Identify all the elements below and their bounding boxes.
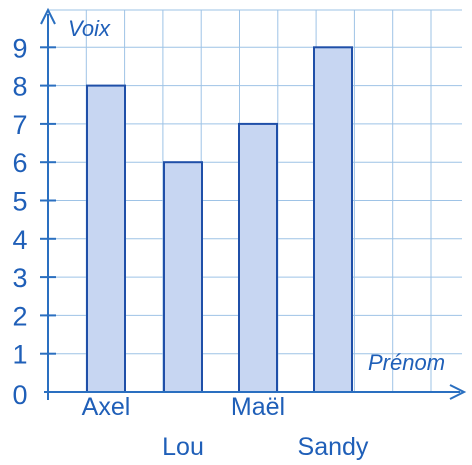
- y-tick-label: 9: [12, 33, 27, 63]
- chart-bars: [86, 46, 353, 394]
- x-axis-categories: Axel Lou Maël Sandy: [82, 393, 369, 461]
- y-tick-label: 8: [12, 72, 27, 102]
- x-axis-arrow: [449, 384, 467, 400]
- x-category-label: Lou: [162, 433, 204, 461]
- y-axis-arrow: [40, 7, 56, 25]
- y-tick-label: 3: [12, 263, 27, 293]
- bar-sandy: [313, 46, 353, 394]
- y-axis-ticks: 0 1 2 3 4 5 6 7 8 9: [12, 33, 56, 410]
- x-category-label: Axel: [82, 393, 131, 421]
- y-tick-label: 5: [12, 187, 27, 217]
- bar-lou: [163, 161, 203, 393]
- chart-axes: [40, 7, 467, 400]
- x-category-label: Maël: [231, 393, 285, 421]
- y-tick-label: 6: [12, 148, 27, 178]
- y-tick-label: 2: [12, 301, 27, 331]
- y-tick-label: 1: [12, 340, 27, 370]
- x-axis-title: Prénom: [368, 350, 445, 375]
- bar-axel: [86, 84, 126, 393]
- bar-mael: [238, 122, 278, 394]
- y-axis-title: Voix: [68, 16, 111, 41]
- y-tick-label: 4: [12, 225, 27, 255]
- y-tick-label: 7: [12, 110, 27, 140]
- x-category-label: Sandy: [298, 433, 369, 461]
- y-tick-label: 0: [12, 380, 27, 410]
